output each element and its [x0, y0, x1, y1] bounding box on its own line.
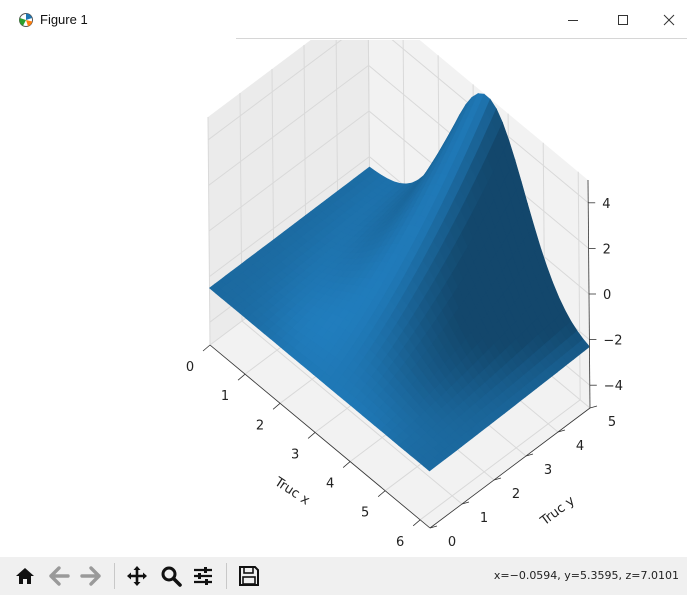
surface-mesh: [209, 92, 590, 472]
zoom-button[interactable]: [156, 561, 186, 591]
x-tick-mark: [307, 432, 316, 439]
y-tick-mark: [493, 477, 502, 481]
x-tick-label: 0: [186, 360, 194, 375]
surface-plot[interactable]: 0 1 2 3 4 5 6 0 1 2 3 4 5 4 2 0 −2 −4 Truc x Truc y: [0, 40, 687, 557]
x-tick-mark: [272, 402, 281, 410]
back-button[interactable]: [44, 561, 74, 591]
x-tick-label: 6: [396, 535, 404, 550]
figure-canvas[interactable]: 0 1 2 3 4 5 6 0 1 2 3 4 5 4 2 0 −2 −4 Truc x Truc y: [0, 40, 687, 557]
x-tick-mark: [342, 461, 351, 468]
x-tick-label: 4: [326, 477, 334, 492]
y-axis-label: Truc y: [537, 493, 578, 529]
move-icon: [127, 566, 147, 586]
y-tick-label: 1: [480, 511, 488, 526]
back-arrow-icon: [49, 566, 70, 586]
x-tick-mark: [377, 490, 386, 498]
y-tick-mark: [461, 501, 470, 505]
maximize-button[interactable]: [600, 4, 646, 36]
tick-labels: 0 1 2 3 4 5 6 0 1 2 3 4 5 4 2 0 −2 −4: [186, 197, 623, 550]
close-icon: [663, 14, 675, 26]
toolbar-separator: [226, 563, 227, 589]
z-tick-label: 4: [602, 197, 610, 212]
home-button[interactable]: [10, 561, 40, 591]
gridline-z: [207, 40, 589, 204]
sliders-icon: [194, 567, 212, 585]
x-tick-label: 1: [221, 389, 229, 404]
y-tick-label: 5: [608, 415, 616, 430]
x-axis-label: Truc x: [271, 474, 313, 508]
y-tick-label: 4: [576, 439, 584, 454]
y-tick-mark: [589, 405, 598, 409]
maximize-icon: [618, 15, 628, 25]
navigation-toolbar: x=−0.0594, y=5.3595, z=7.0101: [0, 557, 687, 595]
pan-button[interactable]: [122, 561, 152, 591]
x-tick-mark: [237, 373, 246, 381]
x-tick-label: 2: [256, 418, 264, 433]
z-tick-label: 2: [603, 242, 611, 257]
title-bar: Figure 1: [0, 0, 687, 40]
forward-button[interactable]: [76, 561, 106, 591]
y-tick-label: 0: [448, 535, 456, 550]
window-title: Figure 1: [40, 12, 88, 27]
surface-facet: [422, 461, 436, 472]
save-button[interactable]: [234, 561, 264, 591]
cursor-coordinates: x=−0.0594, y=5.3595, z=7.0101: [493, 569, 679, 582]
y-tick-label: 2: [512, 487, 520, 502]
z-tick-label: −2: [603, 334, 622, 349]
minimize-icon: [568, 20, 578, 21]
x-tick-label: 5: [361, 506, 369, 521]
zoom-icon: [161, 566, 182, 587]
configure-subplots-button[interactable]: [188, 561, 218, 591]
z-tick-label: −4: [604, 379, 623, 394]
title-divider: [236, 38, 687, 39]
gridline-y: [239, 92, 463, 505]
forward-arrow-icon: [80, 566, 101, 586]
axes-lines: [202, 179, 598, 529]
y-tick-mark: [429, 525, 438, 529]
x-tick-mark: [202, 344, 211, 352]
matplotlib-app-icon: [19, 13, 33, 27]
x-tick-label: 3: [291, 447, 299, 462]
z-tick-label: 0: [603, 288, 611, 303]
y-tick-mark: [525, 453, 534, 457]
x-axis-line: [209, 344, 431, 529]
minimize-button[interactable]: [550, 4, 596, 36]
y-tick-mark: [557, 429, 566, 433]
save-icon: [239, 566, 259, 586]
close-button[interactable]: [646, 4, 687, 36]
toolbar-separator: [114, 563, 115, 589]
x-tick-mark: [412, 519, 421, 527]
y-tick-label: 3: [544, 463, 552, 478]
home-icon: [16, 568, 34, 584]
y-axis-line: [429, 407, 591, 529]
